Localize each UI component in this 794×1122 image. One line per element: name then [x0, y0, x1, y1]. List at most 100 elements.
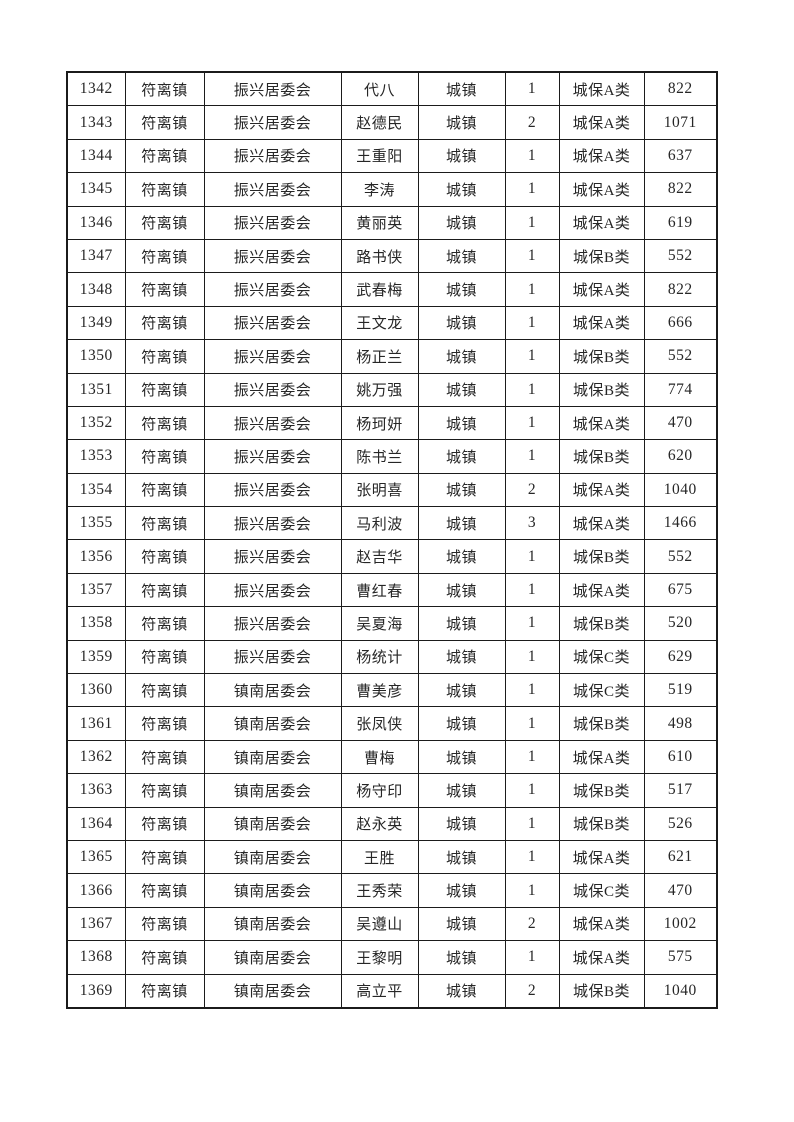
- table-cell: 城保B类: [558, 238, 645, 274]
- table-cell: 王胜: [340, 839, 419, 875]
- table-cell: 1365: [66, 839, 126, 875]
- table-cell: 1361: [66, 706, 126, 741]
- table-row: 1345 符离镇 振兴居委会 李涛 城镇 1 城保A类 822: [66, 172, 718, 207]
- table-cell: 镇南居委会: [203, 906, 342, 942]
- table-cell: 城保A类: [558, 172, 645, 207]
- table-cell: 城镇: [417, 873, 506, 908]
- table-cell: 1355: [66, 506, 126, 541]
- table-cell: 城保A类: [558, 405, 645, 441]
- table-cell: 城镇: [417, 806, 506, 841]
- table-cell: 552: [643, 238, 718, 274]
- table-cell: 629: [643, 639, 718, 675]
- table-cell: 1: [504, 572, 560, 608]
- table-cell: 符离镇: [124, 906, 205, 942]
- table-cell: 路书侠: [340, 238, 419, 274]
- table-row: 1354 符离镇 振兴居委会 张明喜 城镇 2 城保A类 1040: [66, 472, 718, 508]
- table-cell: 镇南居委会: [203, 673, 342, 708]
- table-cell: 符离镇: [124, 71, 205, 107]
- table-cell: 振兴居委会: [203, 238, 342, 274]
- table-cell: 振兴居委会: [203, 172, 342, 207]
- table-cell: 1: [504, 172, 560, 207]
- table-cell: 1359: [66, 639, 126, 675]
- table-row: 1363 符离镇 镇南居委会 杨守印 城镇 1 城保B类 517: [66, 773, 718, 808]
- table-cell: 振兴居委会: [203, 572, 342, 608]
- table-cell: 振兴居委会: [203, 105, 342, 140]
- table-row: 1347 符离镇 振兴居委会 路书侠 城镇 1 城保B类 552: [66, 238, 718, 274]
- table-cell: 城保B类: [558, 439, 645, 474]
- table-cell: 城镇: [417, 572, 506, 608]
- table-cell: 城镇: [417, 506, 506, 541]
- table-cell: 符离镇: [124, 339, 205, 374]
- table-row: 1349 符离镇 振兴居委会 王文龙 城镇 1 城保A类 666: [66, 305, 718, 341]
- table-cell: 1363: [66, 773, 126, 808]
- table-cell: 1: [504, 305, 560, 341]
- table-row: 1362 符离镇 镇南居委会 曹梅 城镇 1 城保A类 610: [66, 739, 718, 775]
- table-cell: 符离镇: [124, 272, 205, 307]
- table-cell: 振兴居委会: [203, 606, 342, 641]
- table-row: 1366 符离镇 镇南居委会 王秀荣 城镇 1 城保C类 470: [66, 873, 718, 908]
- table-cell: 振兴居委会: [203, 138, 342, 174]
- table-cell: 1: [504, 439, 560, 474]
- table-cell: 2: [504, 472, 560, 508]
- table-cell: 470: [643, 873, 718, 908]
- table-cell: 振兴居委会: [203, 472, 342, 508]
- table-cell: 李涛: [340, 172, 419, 207]
- table-row: 1350 符离镇 振兴居委会 杨正兰 城镇 1 城保B类 552: [66, 339, 718, 374]
- table-cell: 1: [504, 773, 560, 808]
- table-cell: 城保A类: [558, 205, 645, 240]
- table-cell: 1356: [66, 539, 126, 574]
- table-cell: 城保B类: [558, 606, 645, 641]
- table-cell: 城镇: [417, 773, 506, 808]
- table-cell: 马利波: [340, 506, 419, 541]
- table-cell: 符离镇: [124, 205, 205, 240]
- table-cell: 城镇: [417, 940, 506, 975]
- table-cell: 619: [643, 205, 718, 240]
- table-row: 1360 符离镇 镇南居委会 曹美彦 城镇 1 城保C类 519: [66, 673, 718, 708]
- table-cell: 城镇: [417, 973, 506, 1009]
- table-cell: 2: [504, 973, 560, 1009]
- table-cell: 517: [643, 773, 718, 808]
- table-cell: 城保C类: [558, 673, 645, 708]
- table-cell: 1466: [643, 506, 718, 541]
- table-cell: 符离镇: [124, 973, 205, 1009]
- table-cell: 552: [643, 539, 718, 574]
- table-cell: 符离镇: [124, 539, 205, 574]
- table-container: 1342 符离镇 振兴居委会 代八 城镇 1 城保A类 822 1343 符离镇 振兴居委会 赵德民城…: [66, 71, 718, 1009]
- table-cell: 符离镇: [124, 739, 205, 775]
- table-cell: 城保A类: [558, 572, 645, 608]
- table-cell: 1351: [66, 372, 126, 407]
- table-cell: 城镇: [417, 706, 506, 741]
- table-cell: 振兴居委会: [203, 205, 342, 240]
- table-cell: 610: [643, 739, 718, 775]
- table-cell: 1345: [66, 172, 126, 207]
- table-cell: 赵吉华: [340, 539, 419, 574]
- table-cell: 符离镇: [124, 439, 205, 474]
- table-cell: 振兴居委会: [203, 405, 342, 441]
- table-cell: 1344: [66, 138, 126, 174]
- table-row: 1356 符离镇 振兴居委会 赵吉华 城镇 1 城保B类 552: [66, 539, 718, 574]
- table-cell: 城镇: [417, 673, 506, 708]
- table-cell: 1343: [66, 105, 126, 140]
- table-cell: 1354: [66, 472, 126, 508]
- table-cell: 王文龙: [340, 305, 419, 341]
- table-cell: 城镇: [417, 906, 506, 942]
- table-cell: 曹梅: [340, 739, 419, 775]
- table-cell: 城镇: [417, 238, 506, 274]
- table-cell: 城镇: [417, 272, 506, 307]
- table-cell: 1: [504, 539, 560, 574]
- table-cell: 符离镇: [124, 372, 205, 407]
- table-cell: 城镇: [417, 71, 506, 107]
- table-cell: 1: [504, 639, 560, 675]
- table-cell: 1: [504, 706, 560, 741]
- table-cell: 1: [504, 739, 560, 775]
- table-cell: 城保B类: [558, 339, 645, 374]
- table-cell: 城保B类: [558, 973, 645, 1009]
- table-row: 1368 符离镇 镇南居委会 王黎明 城镇 1 城保A类 575: [66, 940, 718, 975]
- table-cell: 526: [643, 806, 718, 841]
- table-cell: 符离镇: [124, 305, 205, 341]
- table-row: 1359 符离镇 振兴居委会 杨统计 城镇 1 城保C类 629: [66, 639, 718, 675]
- table-cell: 498: [643, 706, 718, 741]
- table-cell: 666: [643, 305, 718, 341]
- table-cell: 774: [643, 372, 718, 407]
- table-cell: 城镇: [417, 372, 506, 407]
